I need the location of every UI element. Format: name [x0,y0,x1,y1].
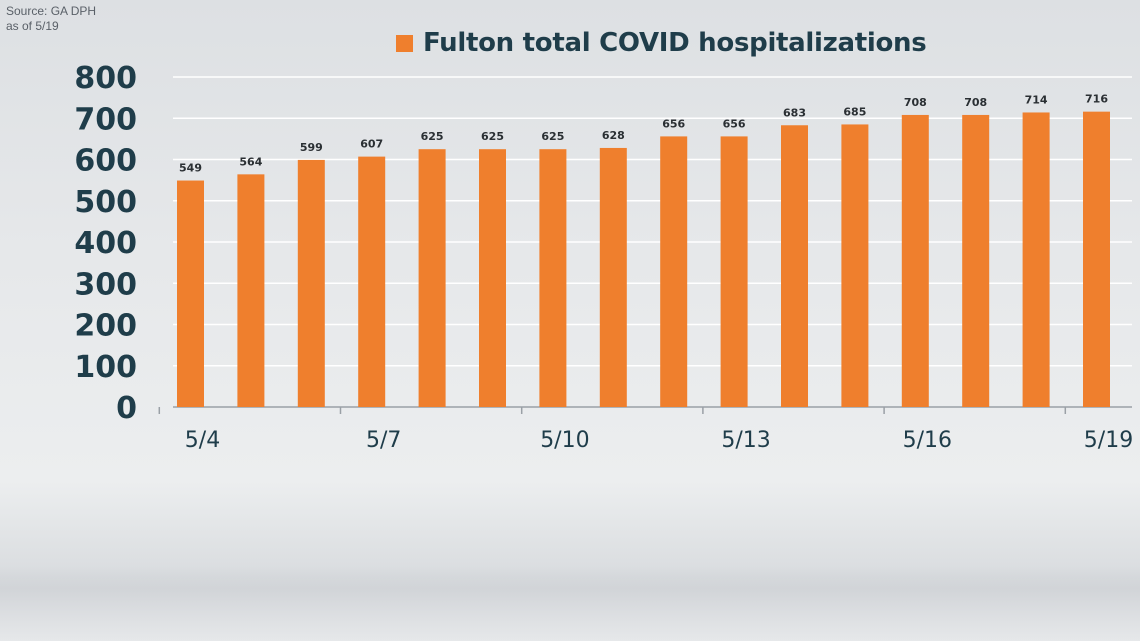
bar [660,136,688,407]
bar [539,149,567,407]
data-label: 628 [602,129,625,142]
data-label: 708 [904,96,927,109]
x-tick-label: 5/10 [540,428,589,453]
bar [237,174,265,407]
bar [358,156,386,407]
legend-label: Fulton total COVID hospitalizations [423,28,927,58]
x-tick-label: 5/16 [903,428,952,453]
data-label: 656 [723,117,746,130]
bar [418,149,446,407]
bar [962,114,990,407]
bar [297,159,325,407]
data-label: 625 [421,130,444,143]
bar [1022,112,1050,407]
y-tick-label: 700 [74,102,137,137]
y-tick-label: 0 [116,391,137,426]
data-label: 549 [179,162,202,175]
data-label: 625 [541,130,564,143]
as-of-line: as of 5/19 [6,19,59,33]
y-tick-label: 100 [74,350,137,385]
data-label: 716 [1085,93,1108,106]
x-tick-label: 5/4 [185,428,220,453]
x-tick-label: 5/7 [366,428,401,453]
source-line: Source: GA DPH [6,4,97,18]
data-label: 599 [300,141,323,154]
y-tick-label: 800 [74,61,137,96]
y-tick-label: 200 [74,309,137,344]
bar [841,124,869,407]
data-label: 564 [239,155,262,168]
source-note: Source: GA DPH as of 5/19 [6,4,96,34]
x-tick-label: 5/19 [1084,428,1133,453]
y-tick-label: 400 [74,226,137,261]
y-tick-label: 500 [74,185,137,220]
data-label: 683 [783,106,806,119]
bottom-fade [0,566,1140,641]
bar [781,125,808,407]
bar [599,147,627,407]
data-label: 685 [843,105,866,118]
y-tick-label: 300 [74,267,137,302]
bar [1083,111,1110,408]
data-label: 607 [360,138,383,151]
y-tick-label: 600 [74,144,137,179]
bar [479,149,506,407]
legend-swatch [396,34,413,52]
bar [720,136,748,407]
bar [177,180,204,407]
chart-legend: Fulton total COVID hospitalizations [396,28,927,58]
data-label: 625 [481,130,504,143]
data-label: 656 [662,117,685,130]
x-tick-label: 5/13 [721,428,770,453]
bar [901,114,929,407]
data-label: 714 [1025,93,1048,106]
data-label: 708 [964,96,987,109]
